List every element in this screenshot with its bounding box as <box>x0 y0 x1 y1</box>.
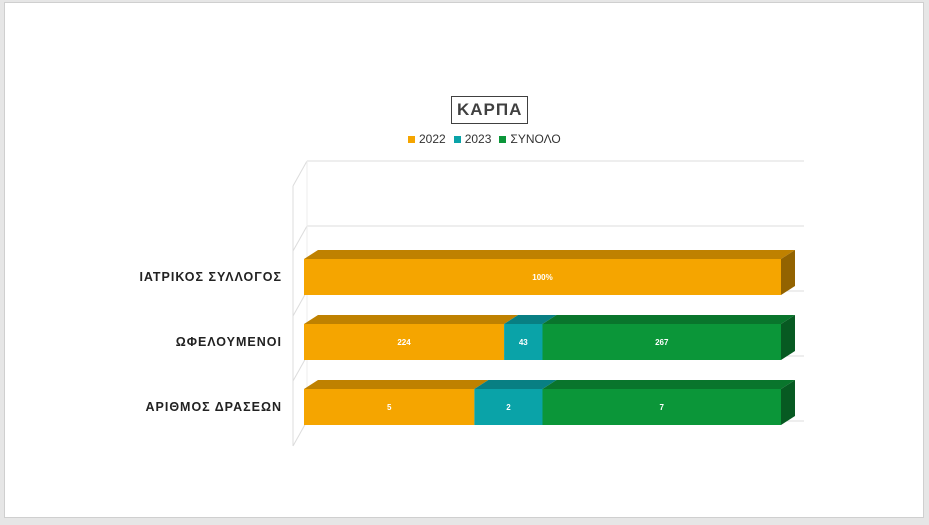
legend-label: ΣΥΝΟΛΟ <box>510 132 561 146</box>
legend-label: 2023 <box>464 132 492 146</box>
data-label: 224 <box>397 338 411 347</box>
bar-side <box>781 250 795 295</box>
bar-top <box>542 315 795 324</box>
bar-segment <box>542 324 781 360</box>
bar-segment <box>304 324 505 360</box>
legend-swatch <box>408 135 415 143</box>
data-label: 7 <box>660 403 665 412</box>
grid-line <box>292 225 308 252</box>
grid-line <box>292 290 308 317</box>
grid-line <box>292 160 308 187</box>
legend-label: 2022 <box>419 132 446 146</box>
bar-top <box>542 380 795 389</box>
bar-side <box>781 380 795 425</box>
bar-top <box>304 250 795 259</box>
bar-top <box>504 315 557 324</box>
bar-segment <box>504 324 543 360</box>
chart-title: ΚΑΡΠΑ <box>451 96 529 124</box>
data-label: 43 <box>519 338 528 347</box>
category-label: ΙΑΤΡΙΚΟΣ ΣΥΛΛΟΓΟΣ <box>139 270 282 284</box>
data-label: 267 <box>655 338 669 347</box>
legend-item-2: ΣΥΝΟΛΟ <box>499 132 561 146</box>
legend-swatch <box>499 135 507 143</box>
bar-segment <box>474 389 543 425</box>
grid-line <box>292 355 308 382</box>
category-label: ΩΦΕΛΟΥΜΕΝΟΙ <box>176 335 282 349</box>
data-label: 100% <box>532 273 552 282</box>
legend-item-1: 2023 <box>453 132 492 146</box>
bar-top <box>304 380 489 389</box>
bar-top <box>474 380 557 389</box>
bar-segment <box>304 389 475 425</box>
legend-item-0: 2022 <box>408 132 446 146</box>
bar-top <box>304 315 519 324</box>
category-label: ΑΡΙΘΜΟΣ ΔΡΑΣΕΩΝ <box>145 400 282 414</box>
chart-plot: 100% ΙΑΤΡΙΚΟΣ ΣΥΛΛΟΓΟΣ 224 43 267 ΩΦΕΛΟΥΜΕΝΟΙ… <box>139 160 804 447</box>
data-label: 2 <box>506 403 511 412</box>
bar-segment <box>542 389 781 425</box>
data-label: 5 <box>387 403 392 412</box>
legend-swatch <box>453 135 461 143</box>
bar-segment <box>304 259 781 295</box>
chart-legend: 2022 2023 ΣΥΝΟΛΟ <box>408 131 561 147</box>
slide-canvas: ΚΑΡΠΑ 2022 2023 ΣΥΝΟΛΟ 100% ΙΑΤΡΙΚΟΣ ΣΥΛΛΟΓ… <box>4 2 924 518</box>
bar-side <box>781 315 795 360</box>
grid-line <box>292 420 308 447</box>
